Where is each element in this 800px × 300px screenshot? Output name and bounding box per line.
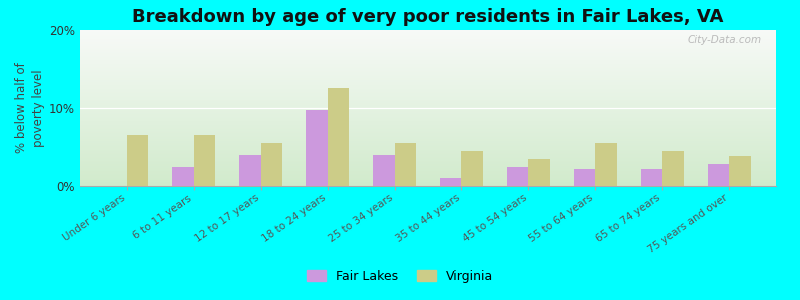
Bar — [662, 151, 684, 186]
Legend: Fair Lakes, Virginia: Fair Lakes, Virginia — [302, 265, 498, 288]
Bar — [306, 110, 328, 186]
Bar — [373, 155, 394, 186]
Bar — [595, 143, 617, 186]
Text: City-Data.com: City-Data.com — [688, 35, 762, 45]
Bar — [127, 135, 148, 186]
Bar — [440, 178, 462, 186]
Bar — [261, 143, 282, 186]
Bar — [194, 135, 215, 186]
Title: Breakdown by age of very poor residents in Fair Lakes, VA: Breakdown by age of very poor residents … — [132, 8, 724, 26]
Bar — [528, 159, 550, 186]
Bar — [394, 143, 416, 186]
Bar — [172, 167, 194, 186]
Bar — [729, 156, 750, 186]
Bar — [708, 164, 729, 186]
Bar — [239, 155, 261, 186]
Bar — [574, 169, 595, 186]
Bar — [328, 88, 349, 186]
Bar — [641, 169, 662, 186]
Bar — [462, 151, 483, 186]
Y-axis label: % below half of
poverty level: % below half of poverty level — [15, 63, 45, 153]
Bar — [507, 167, 528, 186]
